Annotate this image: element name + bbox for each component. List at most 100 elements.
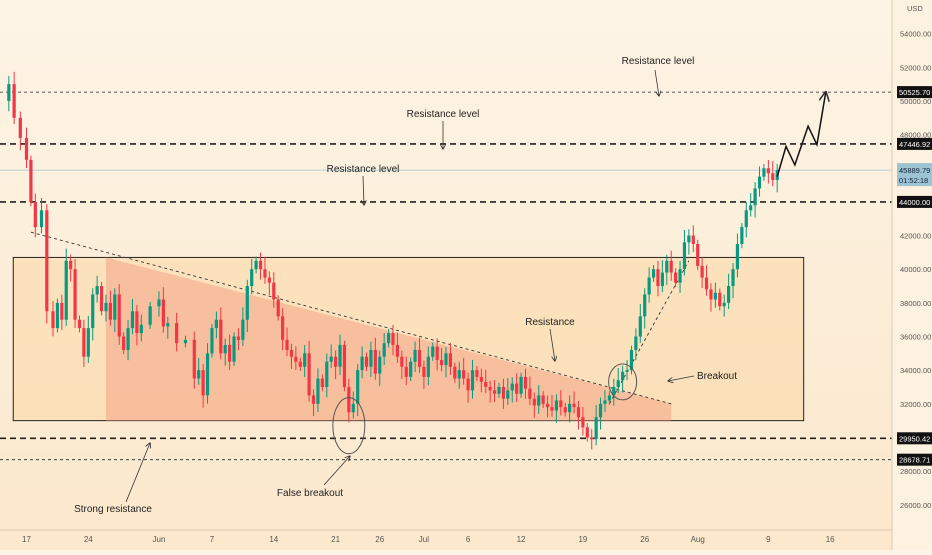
candle — [453, 362, 457, 383]
candle-body — [236, 336, 241, 340]
candle — [466, 372, 470, 403]
highlight-circle — [332, 397, 366, 455]
candle-body — [382, 343, 386, 357]
candle-body — [386, 333, 391, 344]
candle-body — [700, 265, 704, 278]
candle-body — [39, 210, 44, 228]
candle — [281, 308, 285, 351]
candle-body — [356, 370, 360, 404]
arrow-resistance — [549, 328, 555, 361]
candle-body — [462, 370, 466, 379]
candle-body — [126, 328, 130, 350]
candle-body — [674, 272, 678, 283]
candle-body — [12, 84, 16, 118]
candle-body — [651, 269, 656, 278]
level-tag-label: 28678.71 — [899, 456, 930, 465]
candle — [422, 360, 426, 390]
candle — [647, 267, 651, 303]
candle — [197, 357, 201, 385]
candle — [696, 239, 700, 271]
candle-body — [448, 353, 453, 367]
candle-body — [201, 370, 205, 396]
level-tag-label: 47446.92 — [899, 140, 930, 149]
candle — [607, 391, 611, 405]
candle-body — [735, 243, 740, 270]
candle — [519, 372, 523, 398]
arrow-strong-resistance — [125, 443, 150, 503]
candle — [541, 391, 545, 409]
current-price-bg — [897, 163, 932, 187]
time-axis: 17 24 Jun 7 14 21 26 Jul 6 12 19 26 Aug 9 16 — [0, 529, 892, 544]
level-tag-label: 29950.42 — [899, 434, 930, 443]
candle — [254, 256, 258, 274]
candle-body — [267, 277, 271, 283]
candle — [77, 315, 82, 333]
candle — [678, 260, 682, 293]
x-tick-label: 12 — [517, 535, 526, 544]
candle — [161, 287, 165, 333]
level-tag: 29950.42 — [897, 432, 932, 445]
candle — [104, 294, 108, 322]
candle — [515, 373, 519, 402]
candle — [395, 332, 400, 363]
candle-body — [453, 366, 457, 379]
candle — [223, 338, 227, 366]
candle-body — [316, 378, 320, 404]
candle-body — [166, 323, 170, 327]
x-tick-label: Jun — [153, 535, 166, 544]
candle — [338, 334, 342, 376]
candle-body — [250, 269, 254, 287]
annotation-resistance-level-top: Resistance level — [622, 56, 695, 67]
currency-label: USD — [907, 4, 923, 13]
candle-body — [351, 403, 355, 413]
candle — [731, 262, 735, 299]
candle — [113, 288, 117, 332]
candle-body — [276, 299, 280, 317]
candle-body — [64, 260, 68, 320]
candle-body — [210, 328, 214, 354]
candle-body — [99, 286, 104, 312]
candle — [766, 160, 770, 184]
candle-body — [559, 400, 563, 408]
candle — [285, 327, 289, 357]
candle — [245, 279, 249, 332]
candle-body — [347, 386, 351, 413]
candle — [426, 346, 430, 386]
candle — [537, 385, 541, 414]
annotation-false-breakout: False breakout — [277, 488, 343, 499]
candle — [135, 305, 139, 346]
candle — [250, 258, 254, 295]
candle-body — [470, 370, 475, 391]
candle-body — [69, 260, 73, 270]
candle-body — [621, 371, 625, 381]
candle — [334, 350, 338, 380]
candle — [554, 394, 558, 423]
candle-body — [122, 336, 126, 350]
candle-body — [214, 319, 218, 329]
candle-body — [391, 333, 395, 345]
candle — [316, 368, 320, 413]
candle — [656, 260, 660, 297]
candle-body — [404, 366, 408, 377]
candle — [506, 378, 510, 405]
candle-body — [373, 349, 377, 374]
candle-body — [634, 336, 638, 350]
candle-body — [572, 403, 576, 408]
candle-body — [435, 346, 439, 361]
candle — [122, 332, 126, 355]
candle-body — [727, 286, 731, 303]
candle — [603, 390, 607, 413]
candle-body — [329, 356, 333, 362]
candle-body — [281, 316, 285, 340]
candle-body — [307, 353, 311, 396]
candle — [563, 402, 567, 417]
candle — [404, 356, 408, 386]
candle — [497, 382, 501, 398]
candle-body — [395, 344, 400, 357]
candle — [86, 315, 90, 363]
candle-body — [607, 395, 611, 401]
y-tick-label: 28000.00 — [900, 467, 931, 476]
annotation-strong-resistance: Strong resistance — [74, 504, 152, 515]
candle-body — [117, 294, 121, 337]
